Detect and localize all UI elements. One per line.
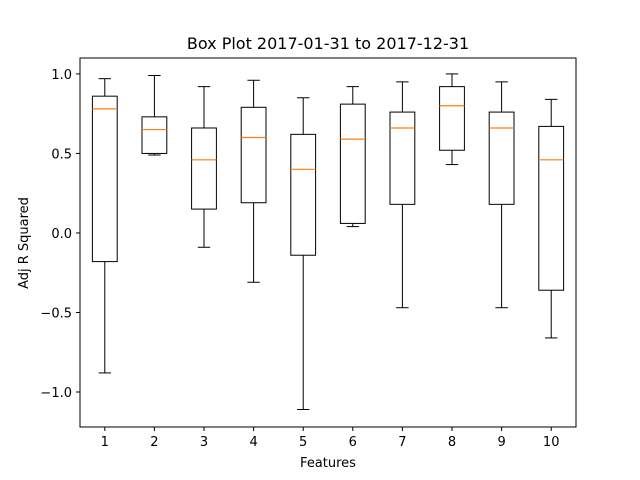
box-iqr [439,86,465,151]
axes-frame [79,57,577,428]
box-iqr [91,95,118,263]
box-iqr [339,103,366,224]
x-tick-label: 1 [101,435,109,450]
x-tick-label: 6 [349,435,357,450]
y-tick-label: 1.0 [51,68,72,83]
y-tick-label: 0.5 [51,147,72,162]
x-tick-label: 4 [249,435,257,450]
y-axis-label: Adj R Squared [17,197,32,289]
box-iqr [488,111,515,205]
box-iqr [538,125,565,291]
y-tick-label: 0.0 [51,227,72,242]
x-axis-label: Features [300,456,356,471]
y-tick-label: −1.0 [40,386,72,401]
x-tick-label: 2 [150,435,158,450]
x-tick-label: 9 [497,435,505,450]
x-tick-label: 3 [200,435,208,450]
x-tick-label: 10 [543,435,560,450]
chart-title: Box Plot 2017-01-31 to 2017-12-31 [187,34,469,53]
y-tick-label: −0.5 [40,306,72,321]
box-iqr [240,106,267,204]
x-tick-label: 5 [299,435,307,450]
box-iqr [389,111,416,205]
x-tick-label: 8 [448,435,456,450]
box-iqr [290,133,317,256]
plot-area: −1.0 −0.5 0.0 0.5 1.0 1 2 3 4 5 6 7 8 9 10 [40,57,577,450]
box-iqr [191,127,217,210]
x-tick-label: 7 [398,435,406,450]
box-iqr [141,116,168,154]
